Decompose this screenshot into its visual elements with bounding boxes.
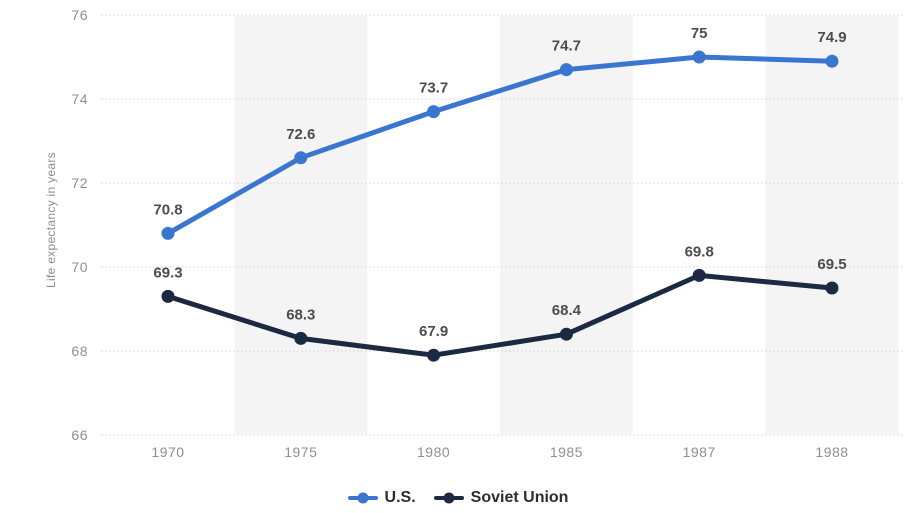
legend-label-u-s: U.S.	[384, 489, 416, 506]
legend-label-soviet-union: Soviet Union	[470, 489, 569, 506]
point-soviet-union-1970[interactable]	[161, 289, 175, 303]
chart-canvas: 66 68 70 72 74 76 1970 1975 1980 1985 1987 1988 70.8…	[71, 7, 903, 460]
y-tick-label-72: 72	[71, 175, 88, 191]
x-tick-label-1988: 1988	[815, 444, 848, 460]
value-label-soviet-union-1980: 67.9	[419, 323, 448, 340]
value-label-u-s-1980: 73.7	[419, 80, 448, 97]
background-band-1975	[234, 16, 368, 434]
background-band-1985	[500, 16, 633, 434]
point-soviet-union-1985[interactable]	[559, 327, 573, 341]
point-u-s-1988[interactable]	[825, 54, 839, 68]
x-tick-label-1987: 1987	[683, 444, 716, 460]
legend-marker-icon-soviet-union	[433, 492, 464, 504]
x-tick-label-1975: 1975	[284, 444, 317, 460]
legend-marker-icon-u-s	[347, 492, 378, 504]
y-tick-label-66: 66	[71, 427, 88, 443]
y-axis-title: Life expectancy in years	[44, 152, 58, 288]
legend: U.S. Soviet Union	[0, 486, 916, 510]
value-label-u-s-1987: 75	[691, 25, 708, 42]
series-line-u-s	[165, 54, 835, 236]
y-tick-label-68: 68	[71, 343, 88, 359]
point-soviet-union-1975[interactable]	[294, 331, 308, 345]
x-tick-label-1985: 1985	[550, 444, 583, 460]
background-band-1988	[765, 16, 899, 434]
point-soviet-union-1980[interactable]	[427, 348, 441, 362]
point-u-s-1970[interactable]	[161, 226, 175, 240]
value-label-u-s-1975: 72.6	[286, 126, 315, 143]
y-tick-label-76: 76	[71, 7, 88, 23]
legend-item-soviet-union[interactable]: Soviet Union	[433, 489, 569, 507]
value-label-u-s-1988: 74.9	[817, 29, 846, 46]
value-label-soviet-union-1985: 68.4	[552, 302, 582, 319]
x-tick-label-1970: 1970	[151, 444, 184, 460]
value-label-soviet-union-1987: 69.8	[685, 243, 714, 260]
value-label-soviet-union-1970: 69.3	[153, 264, 182, 281]
point-u-s-1985[interactable]	[559, 63, 573, 77]
y-tick-label-74: 74	[71, 91, 88, 107]
value-label-u-s-1985: 74.7	[552, 38, 581, 55]
point-u-s-1987[interactable]	[692, 50, 706, 64]
point-soviet-union-1987[interactable]	[692, 268, 706, 282]
legend-item-u-s[interactable]: U.S.	[347, 489, 416, 507]
point-u-s-1975[interactable]	[294, 151, 308, 165]
series-line-soviet-union	[165, 272, 835, 358]
point-u-s-1980[interactable]	[427, 105, 441, 119]
value-label-soviet-union-1975: 68.3	[286, 306, 315, 323]
value-label-u-s-1970: 70.8	[153, 201, 182, 218]
x-tick-label-1980: 1980	[417, 444, 450, 460]
value-label-soviet-union-1988: 69.5	[817, 256, 846, 273]
y-tick-label-70: 70	[71, 259, 88, 275]
point-soviet-union-1988[interactable]	[825, 281, 839, 295]
